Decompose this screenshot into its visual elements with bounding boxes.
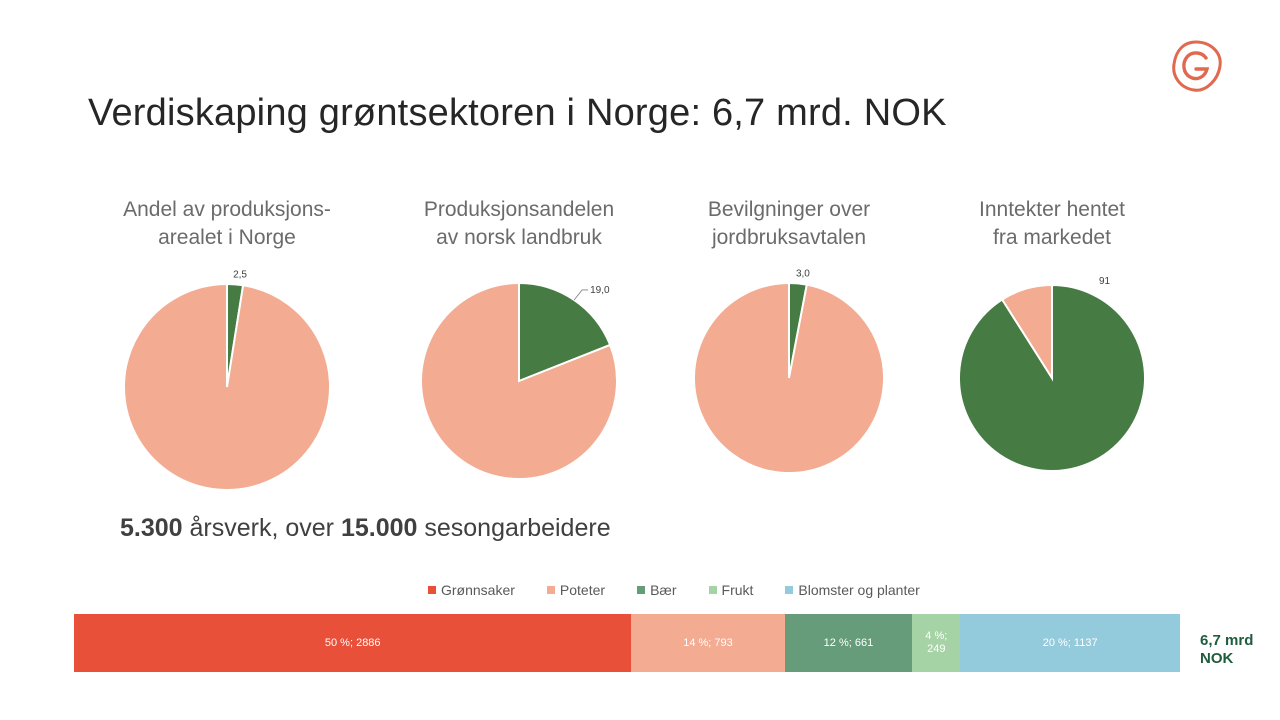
- total-value-label: 6,7 mrd NOK: [1200, 632, 1254, 667]
- bar-segment-label: 4 %; 249: [925, 630, 948, 655]
- legend-swatch: [708, 586, 717, 594]
- stacked-bar: 50 %; 2886 14 %; 793 12 %; 661 4 %; 249 20 %…: [74, 614, 1180, 672]
- legend-label: Poteter: [559, 582, 606, 598]
- pie-2-leader-line: [573, 289, 589, 301]
- pie-title-4: Inntekter hentet fra markedet: [979, 198, 1125, 249]
- pie-chart-2: 19,0: [420, 281, 618, 480]
- pie-title-2: Produksjonsandelen av norsk landbruk: [423, 198, 615, 249]
- legend-item-4: Frukt: [708, 582, 754, 598]
- pie-chart-4: 91: [958, 276, 1146, 472]
- pie-2-slice-2: [420, 281, 618, 480]
- legend-label: Grønnsaker: [441, 582, 515, 598]
- legend-item-1: Grønnsaker: [428, 582, 515, 598]
- legend-label: Bær: [650, 582, 677, 598]
- bar-segment-label: 14 %; 793: [683, 636, 733, 649]
- legend-swatch: [428, 586, 436, 594]
- pie-4-slice-2: [1000, 283, 1053, 382]
- bar-segment-label: 20 %; 1137: [1042, 636, 1098, 649]
- pie-chart-1: 2,5: [123, 269, 331, 491]
- bar-segment-1: 50 %; 2886: [74, 614, 632, 672]
- legend-item-3: Bær: [637, 582, 677, 598]
- legend-item-5: Blomster og planter: [785, 582, 920, 598]
- pie-2-slice-1: [518, 281, 612, 383]
- legend-swatch: [637, 586, 646, 594]
- bar-segment-5: 20 %; 1137: [960, 614, 1180, 672]
- legend-label: Frukt: [721, 582, 754, 598]
- bar-segment-label: 12 %; 661: [823, 636, 874, 649]
- slide-title: Verdiskaping grøntsektoren i Norge: 6,7 …: [88, 92, 947, 134]
- pie-2-data-label: 19,0: [590, 285, 610, 296]
- pie-title-3: Bevilgninger over jordbruksavtalen: [707, 198, 871, 249]
- pie-chart-3: 3,0: [693, 268, 885, 474]
- bar-segment-3: 12 %; 661: [784, 614, 913, 672]
- g-logo-icon: [1172, 40, 1222, 92]
- pie-3-slice-2: [693, 281, 885, 474]
- pie-4-data-label: 91: [1099, 276, 1111, 287]
- pie-title-1: Andel av produksjons-arealet i Norge: [123, 198, 331, 249]
- legend-swatch: [785, 586, 794, 594]
- pie-1-slice-2: [123, 282, 331, 491]
- pie-1-data-label: 2,5: [233, 269, 247, 280]
- legend-item-2: Poteter: [546, 582, 606, 598]
- pie-3-data-label: 3,0: [796, 268, 810, 279]
- legend-swatch: [546, 586, 555, 594]
- bar-segment-2: 14 %; 793: [631, 614, 785, 672]
- workforce-stat: 5.300 årsverk, over 15.000 sesongarbeide…: [120, 514, 611, 542]
- legend-label: Blomster og planter: [798, 582, 920, 598]
- bar-segment-4: 4 %; 249: [912, 614, 961, 672]
- bar-segment-label: 50 %; 2886: [324, 636, 381, 649]
- bar-legend: Grønnsaker Poteter Bær Frukt Blomster og pla…: [428, 582, 920, 598]
